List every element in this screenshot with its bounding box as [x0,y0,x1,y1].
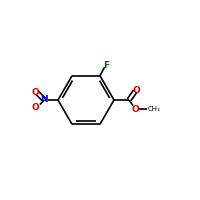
Text: F: F [103,61,109,70]
Text: CH₃: CH₃ [148,106,161,112]
Text: O: O [132,105,140,114]
Text: N: N [41,96,48,104]
Text: O: O [132,86,140,95]
Text: O: O [31,88,39,97]
Text: O: O [31,103,39,112]
